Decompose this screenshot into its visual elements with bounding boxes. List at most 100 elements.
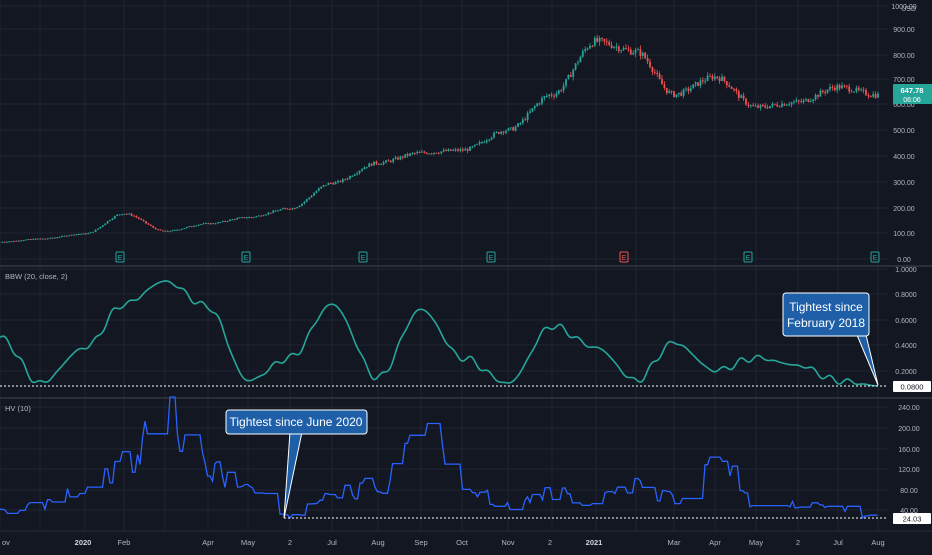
candle-body — [579, 56, 582, 63]
candle-body — [250, 217, 253, 219]
candle-body — [836, 85, 839, 91]
hv-last-value: 24.03 — [903, 515, 922, 524]
candle-body — [473, 144, 476, 147]
x-axis-tick-label: 2020 — [75, 538, 92, 547]
x-axis-tick-label: Oct — [456, 538, 469, 547]
candle-body — [483, 142, 486, 144]
candle-body — [301, 203, 303, 206]
candle-body — [245, 217, 248, 219]
candle-body — [351, 175, 354, 177]
candle-body — [694, 82, 697, 85]
candle-body — [809, 100, 812, 102]
bbw-axis-tick-label: 1.0000 — [895, 267, 917, 274]
candle-body — [116, 214, 119, 216]
candle-body — [243, 217, 246, 219]
earnings-marker[interactable] — [486, 251, 496, 263]
candle-body — [497, 132, 500, 134]
earnings-marker[interactable] — [743, 251, 753, 263]
candle-body — [459, 149, 462, 151]
candle-body — [574, 63, 577, 70]
candle-body — [685, 88, 687, 90]
earnings-marker[interactable] — [241, 251, 251, 263]
candle-body — [183, 228, 186, 230]
candle-body — [536, 103, 539, 107]
candle-body — [591, 45, 594, 47]
candle-body — [598, 37, 601, 42]
candle-body — [356, 173, 359, 175]
candle-body — [877, 93, 879, 98]
candle-body — [841, 85, 843, 89]
candle-body — [207, 223, 210, 225]
candle-body — [365, 167, 368, 169]
candle-body — [142, 219, 145, 222]
candle-body — [569, 74, 572, 77]
candle-body — [728, 85, 731, 87]
candle-body — [423, 151, 426, 153]
candle-body — [771, 103, 774, 106]
candle-body — [819, 90, 822, 97]
candle-body — [329, 183, 332, 185]
candle-body — [622, 48, 625, 51]
candle-body — [159, 229, 162, 231]
candle-body — [373, 161, 375, 166]
candle-body — [161, 230, 164, 232]
candle-body — [845, 85, 848, 87]
candle-body — [267, 212, 270, 215]
bbw-last-value: 0.0800 — [901, 383, 924, 392]
candle-body — [865, 90, 867, 96]
candle-body — [382, 162, 385, 165]
candle-body — [17, 240, 20, 242]
candle-body — [831, 86, 834, 88]
candle-body — [178, 229, 181, 231]
candle-body — [380, 164, 383, 166]
candle-body — [101, 225, 104, 227]
candle-body — [248, 217, 251, 219]
candle-body — [437, 153, 440, 155]
candle-body — [413, 153, 416, 155]
candle-body — [361, 169, 363, 171]
candle-body — [123, 213, 126, 215]
candle-body — [673, 91, 675, 98]
candle-body — [701, 80, 704, 82]
candle-body — [613, 46, 615, 48]
candle-body — [675, 94, 678, 98]
candle-body — [94, 229, 97, 232]
candle-body — [169, 231, 171, 233]
candle-body — [704, 80, 707, 82]
candle-body — [733, 88, 735, 90]
candle-body — [113, 215, 116, 219]
candle-body — [495, 132, 498, 134]
candle-body — [154, 227, 157, 230]
price-axis-tick-label: 200.00 — [893, 206, 915, 213]
earnings-marker[interactable] — [619, 251, 629, 263]
candle-body — [41, 238, 44, 240]
hv-last-value-badge — [893, 513, 931, 524]
candle-body — [639, 49, 642, 57]
bbw-callout-box[interactable] — [782, 292, 870, 337]
candle-body — [303, 201, 306, 204]
candle-body — [293, 208, 296, 210]
earnings-marker[interactable] — [870, 251, 880, 263]
candle-body — [735, 89, 738, 92]
candle-body — [656, 72, 659, 74]
candle-body — [826, 89, 829, 93]
candle-body — [152, 225, 155, 228]
candle-body — [353, 174, 356, 176]
candle-body — [843, 85, 846, 87]
candle-body — [87, 233, 90, 235]
candle-body — [761, 104, 764, 106]
hv-axis-tick-label: 240.00 — [898, 405, 920, 412]
candle-body — [29, 239, 32, 241]
candle-body — [305, 199, 308, 202]
candle-body — [545, 95, 548, 97]
candle-body — [310, 195, 313, 198]
candle-body — [531, 108, 534, 112]
earnings-marker[interactable] — [115, 251, 125, 263]
hv-callout-box[interactable] — [225, 409, 368, 435]
earnings-marker-label: E — [746, 255, 751, 262]
earnings-marker[interactable] — [358, 251, 368, 263]
candle-body — [425, 152, 428, 154]
candle-body — [164, 230, 167, 232]
candle-body — [874, 94, 877, 98]
